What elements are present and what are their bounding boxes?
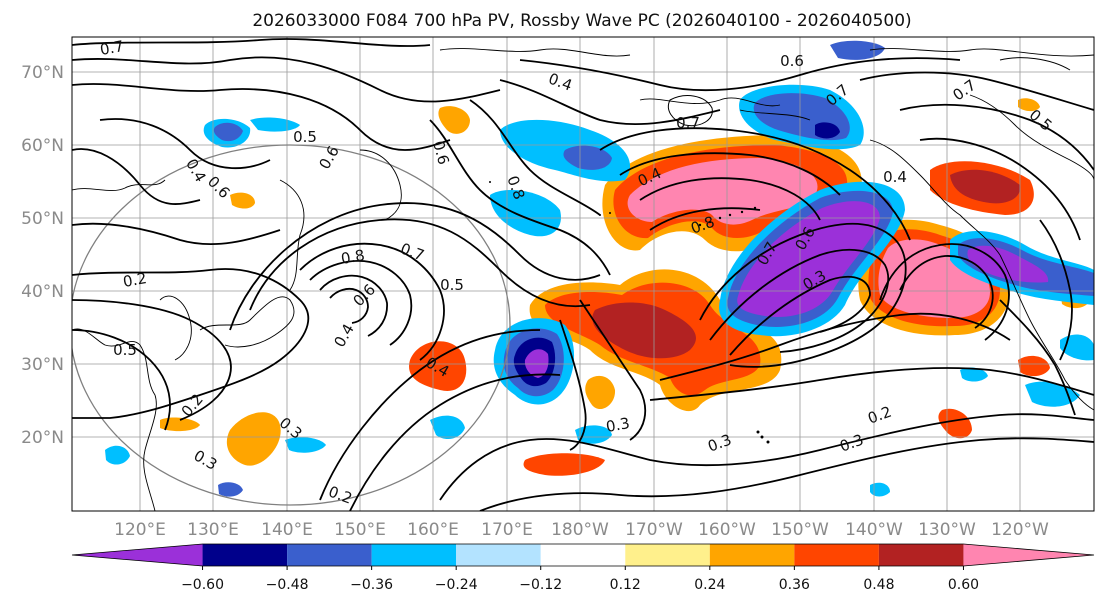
contour-label: 0.2 — [122, 269, 149, 291]
anomaly-shading — [105, 40, 1094, 497]
lon-label: 180°W — [551, 520, 609, 540]
colorbar-tick-label: 0.12 — [610, 577, 641, 593]
map-panel: 0.70.40.60.7 0.70.50.50.70.6 0.60.40.8 0.4 0… — [72, 37, 1094, 511]
positive-anomaly-region — [226, 412, 281, 466]
positive-anomaly-region — [1018, 355, 1050, 377]
pv-contours — [72, 38, 1094, 511]
colorbar-tick-label: −0.12 — [519, 577, 562, 593]
positive-anomaly-region — [627, 158, 818, 225]
colorbar-bin — [794, 544, 879, 566]
contour-label: 0.5 — [440, 276, 464, 294]
lon-label: 150°E — [334, 520, 386, 540]
colorbar-bin — [371, 544, 457, 566]
negative-anomaly-region — [830, 40, 885, 60]
positive-anomaly-region — [585, 375, 616, 410]
lat-label: 40°N — [21, 282, 64, 302]
contour-label: 0.4 — [883, 168, 907, 186]
colorbar-bin — [72, 544, 203, 566]
lon-label: 120°W — [991, 520, 1049, 540]
contour-label: 0.7 — [99, 37, 126, 59]
negative-anomaly-region — [1025, 381, 1080, 407]
lon-label: 130°E — [187, 520, 239, 540]
longitude-axis: 120°E 130°E 140°E 150°E 160°E 170°E 180°… — [114, 520, 1049, 540]
colorbar-tick-label: −0.36 — [350, 577, 393, 593]
positive-anomaly-region — [592, 302, 696, 359]
colorbar-bin — [540, 544, 626, 566]
negative-anomaly-region — [815, 122, 840, 139]
colorbar-bin — [878, 544, 964, 566]
colorbar-tick-label: 0.24 — [694, 577, 725, 593]
positive-anomaly-region — [438, 106, 470, 134]
negative-anomaly-region — [285, 437, 326, 453]
lat-label: 50°N — [21, 209, 64, 229]
lat-label: 60°N — [21, 136, 64, 156]
lon-label: 160°W — [698, 520, 756, 540]
colorbar-tick-label: 0.36 — [779, 577, 810, 593]
colorbar-tick-label: −0.60 — [181, 577, 224, 593]
lon-label: 160°E — [407, 520, 459, 540]
negative-anomaly-region — [430, 415, 465, 440]
colorbar-bin — [202, 544, 288, 566]
colorbar — [71, 543, 1095, 567]
negative-anomaly-region — [250, 117, 300, 132]
colorbar-bin — [287, 544, 372, 566]
lat-label: 70°N — [21, 63, 64, 83]
map-title: 2026033000 F084 700 hPa PV, Rossby Wave … — [252, 11, 911, 31]
colorbar-tick-label: −0.48 — [266, 577, 309, 593]
positive-anomaly-region — [160, 417, 200, 432]
map-frame — [71, 36, 1095, 512]
colorbar-bin — [963, 544, 1094, 566]
negative-anomaly-region — [870, 482, 890, 497]
colorbar-bin — [625, 544, 710, 566]
latitude-axis: 70°N 60°N 50°N 40°N 30°N 20°N — [21, 63, 64, 448]
negative-anomaly-region — [960, 367, 988, 382]
negative-anomaly-region — [563, 145, 612, 170]
negative-anomaly-region — [105, 445, 130, 465]
colorbar-tick-label: 0.60 — [948, 577, 979, 593]
analysis-radius-circle — [72, 144, 511, 506]
negative-anomaly-region — [213, 122, 243, 142]
lat-label: 20°N — [21, 428, 64, 448]
colorbar-bin — [456, 544, 541, 566]
colorbar-ticks: −0.60 −0.48 −0.36 −0.24 −0.12 0.12 0.24 0.36 0.4… — [181, 566, 979, 593]
contour-label: 0.5 — [293, 128, 317, 146]
lon-label: 140°W — [845, 520, 903, 540]
lon-label: 140°E — [261, 520, 313, 540]
colorbar-tick-label: 0.48 — [863, 577, 894, 593]
colorbar-bin — [709, 544, 795, 566]
contour-label: 0.8 — [340, 246, 367, 268]
lat-label: 30°N — [21, 355, 64, 375]
positive-anomaly-region — [230, 192, 255, 209]
positive-anomaly-region — [1018, 98, 1040, 112]
lon-label: 150°W — [771, 520, 829, 540]
thin-contours — [667, 57, 1071, 127]
lon-label: 170°E — [481, 520, 533, 540]
positive-anomaly-region — [523, 453, 605, 476]
contour-label: 0.3 — [605, 414, 632, 436]
positive-anomaly-region — [950, 169, 1021, 204]
lon-label: 170°W — [625, 520, 683, 540]
negative-anomaly-region — [218, 482, 243, 497]
lon-label: 120°E — [114, 520, 166, 540]
aleutian-islands — [489, 181, 770, 444]
contour-label: 0.6 — [429, 139, 453, 167]
lon-label: 130°W — [918, 520, 976, 540]
contour-label: 0.6 — [780, 52, 804, 70]
contour-label: 0.7 — [676, 114, 700, 132]
positive-anomaly-region — [409, 341, 467, 391]
contour-label: 0.5 — [113, 341, 137, 359]
colorbar-tick-label: −0.24 — [435, 577, 478, 593]
